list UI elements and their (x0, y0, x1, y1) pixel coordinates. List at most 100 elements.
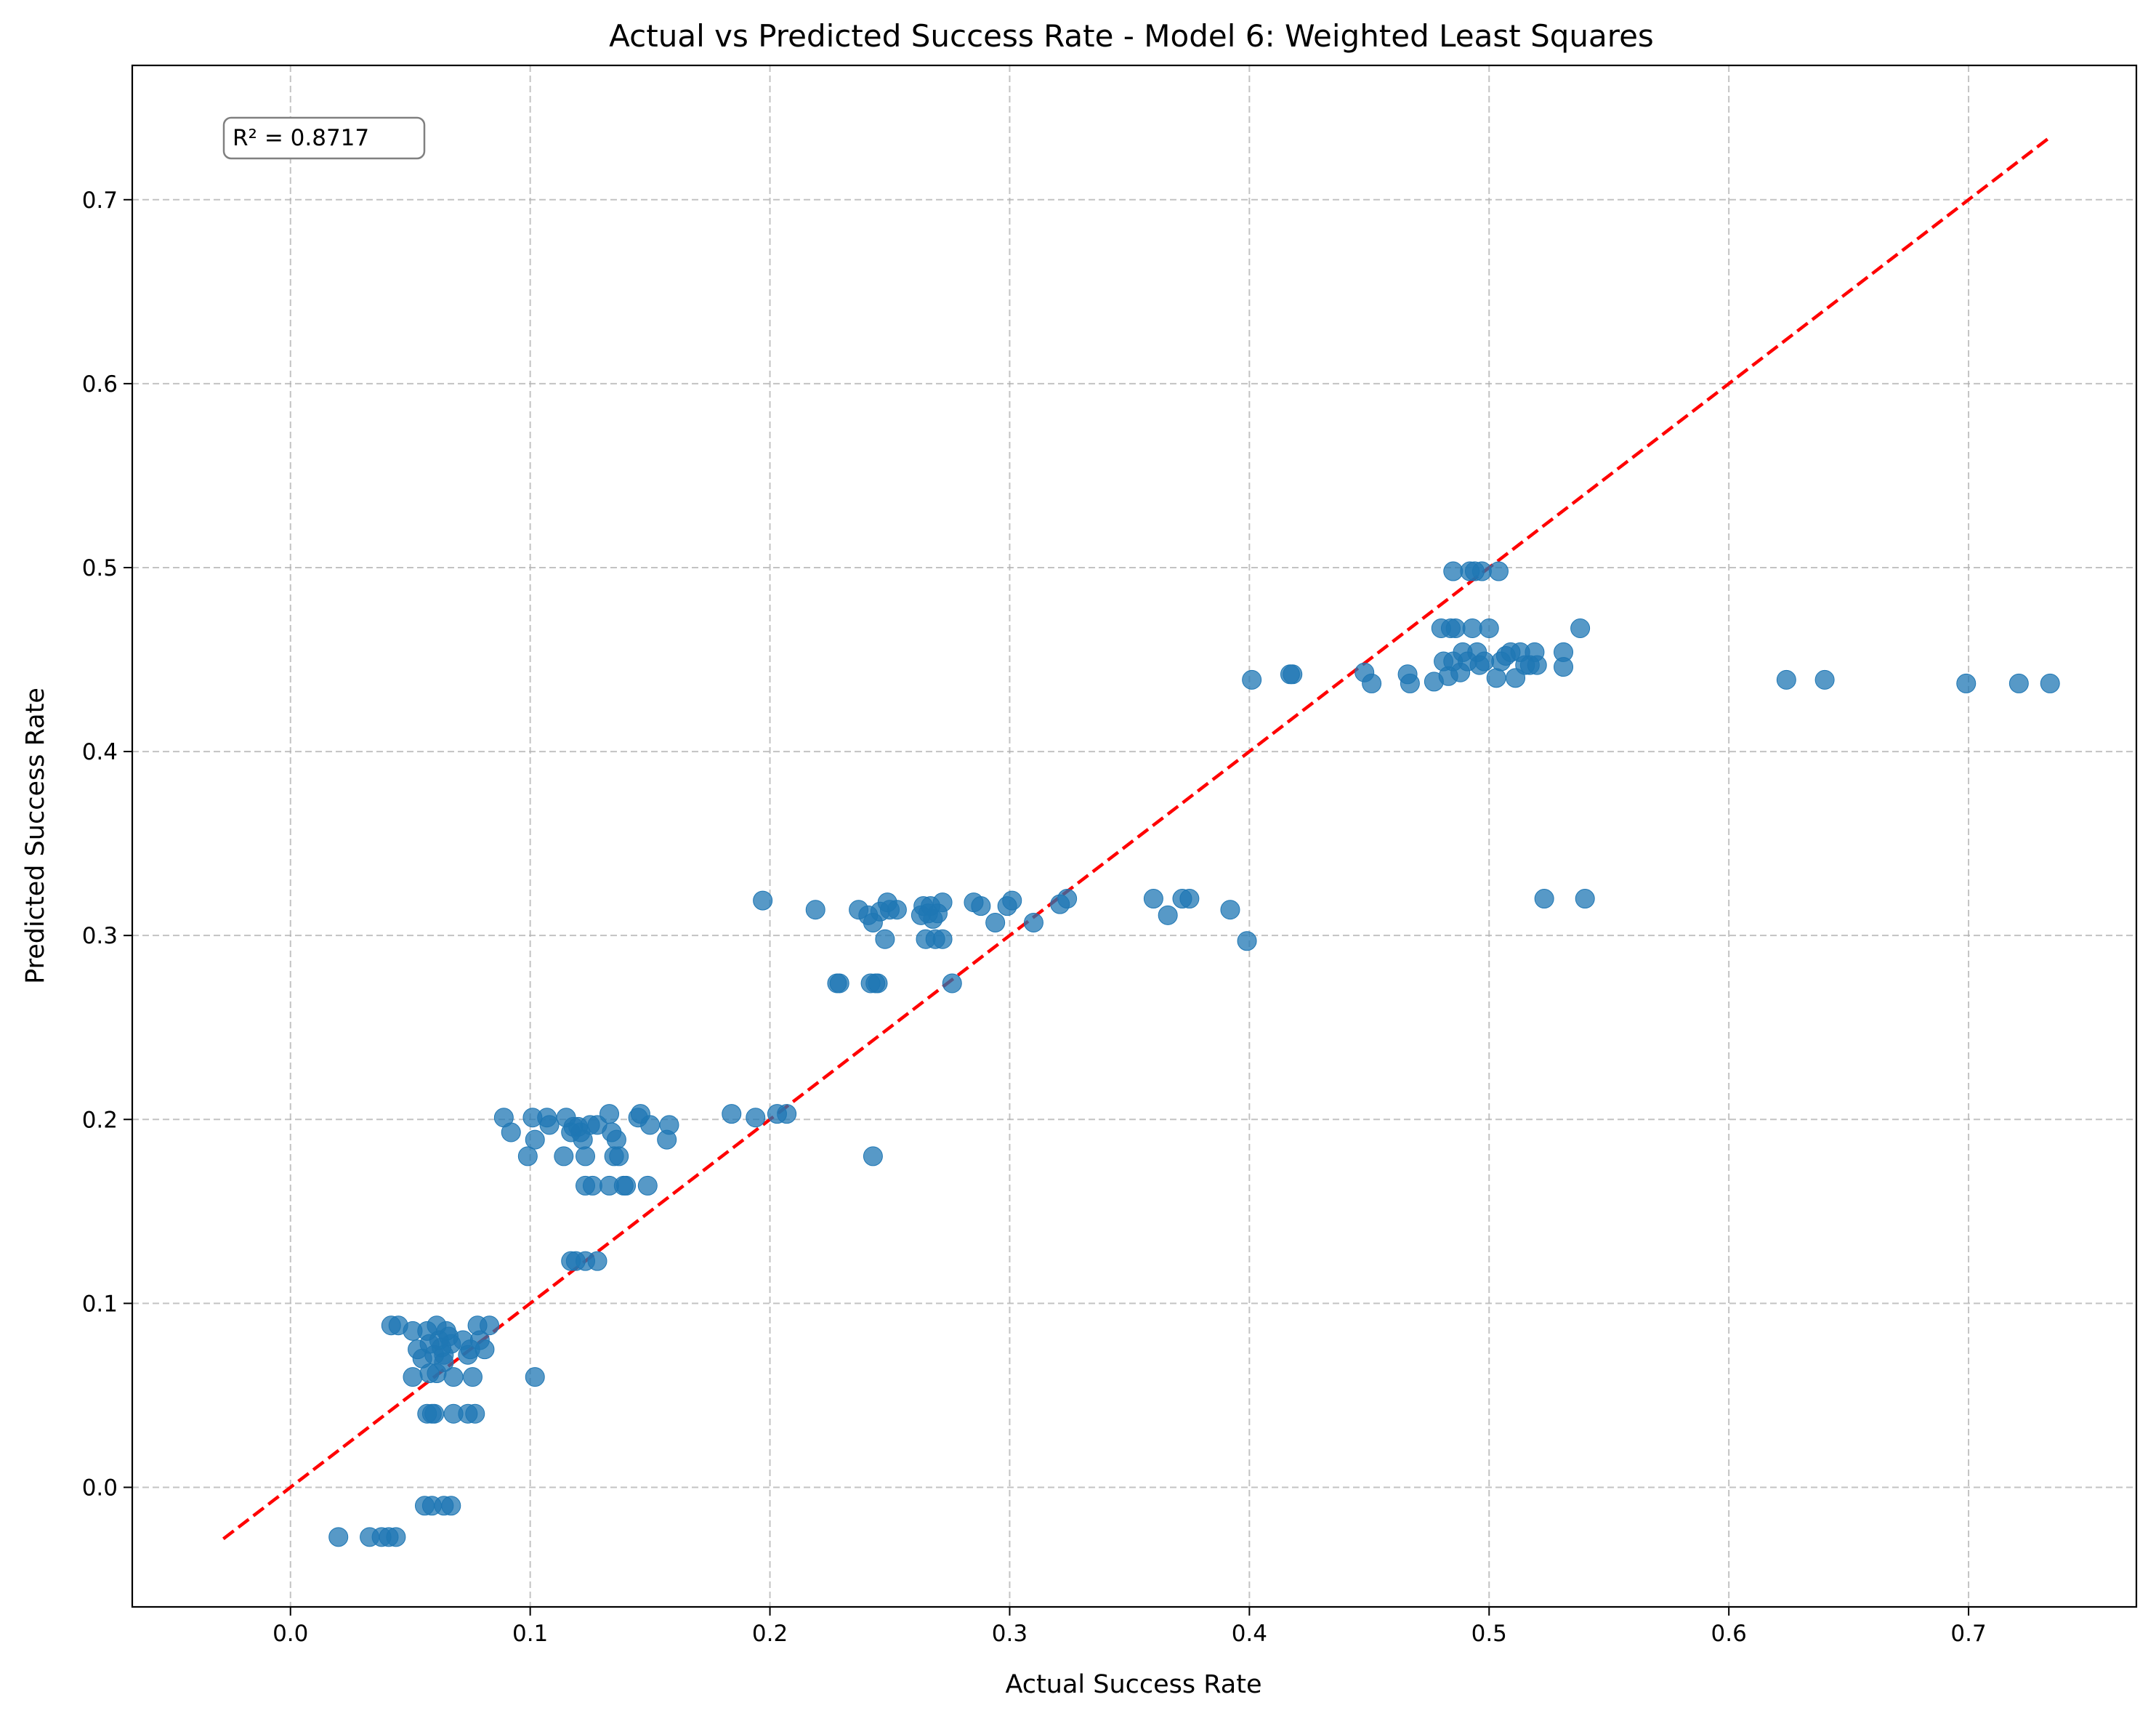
data-point (971, 896, 991, 916)
data-point (1575, 889, 1595, 909)
data-point (539, 1115, 560, 1135)
data-point (576, 1146, 596, 1166)
data-point (1023, 912, 1043, 932)
plot-frame (131, 64, 2138, 1608)
data-point (1527, 655, 1547, 675)
data-point (746, 1108, 766, 1128)
y-tick-label: 0.3 (82, 923, 118, 949)
data-point (582, 1175, 602, 1196)
axis-ticks: 0.0 0.1 0.2 0.3 0.4 0.5 0.6 0.7 0.0 0.1 0.2 0.3 0.4 0… (82, 188, 1987, 1647)
y-tick-label: 0.0 (82, 1475, 118, 1501)
data-point (465, 1403, 485, 1424)
data-point (829, 973, 849, 993)
y-axis-label: Predicted Success Rate (21, 688, 50, 984)
data-point (525, 1129, 545, 1150)
data-point (587, 1251, 607, 1271)
data-point (441, 1496, 461, 1516)
y-tick-label: 0.4 (82, 739, 118, 765)
reference-line (222, 137, 2049, 1541)
data-points (328, 561, 2060, 1547)
data-point (1143, 889, 1163, 909)
data-point (942, 973, 962, 993)
data-point (403, 1367, 423, 1387)
data-point (616, 1175, 637, 1196)
data-point (480, 1315, 500, 1336)
grid (132, 65, 2136, 1607)
data-point (443, 1367, 464, 1387)
data-point (1554, 657, 1574, 677)
data-point (1283, 664, 1303, 685)
r2-annotation: R² = 0.8717 (222, 116, 426, 160)
data-point (1400, 673, 1420, 693)
chart-title: Actual vs Predicted Success Rate - Model… (609, 18, 1654, 54)
data-point (2008, 673, 2029, 693)
data-point (1534, 889, 1554, 909)
data-point (434, 1345, 454, 1365)
x-tick-label: 0.7 (1950, 1621, 1986, 1647)
data-point (887, 900, 907, 920)
y-tick-label: 0.6 (82, 371, 118, 398)
data-point (932, 929, 953, 949)
data-point (1479, 618, 1499, 638)
data-point (501, 1122, 521, 1142)
data-point (1488, 561, 1509, 581)
x-axis-label: Actual Success Rate (1005, 1670, 1261, 1699)
data-point (1443, 561, 1463, 581)
data-point (609, 1146, 629, 1166)
data-point (640, 1115, 661, 1135)
data-point (659, 1115, 679, 1135)
data-point (722, 1104, 742, 1124)
data-point (1570, 618, 1591, 638)
data-point (525, 1367, 545, 1387)
data-point (1362, 673, 1382, 693)
data-point (1471, 561, 1492, 581)
data-point (599, 1104, 620, 1124)
data-point (554, 1146, 574, 1166)
x-tick-label: 0.0 (272, 1621, 308, 1647)
x-tick-label: 0.1 (512, 1621, 548, 1647)
data-point (1445, 618, 1466, 638)
y-tick-label: 0.1 (82, 1291, 118, 1317)
data-point (1057, 889, 1078, 909)
data-point (753, 890, 773, 911)
data-point (637, 1175, 658, 1196)
data-point (868, 973, 888, 993)
data-point (1956, 673, 1977, 693)
data-point (1179, 889, 1200, 909)
x-tick-label: 0.2 (752, 1621, 788, 1647)
data-point (805, 900, 825, 920)
x-tick-label: 0.6 (1711, 1621, 1747, 1647)
data-point (875, 929, 895, 949)
data-point (1776, 669, 1796, 690)
data-point (1158, 905, 1178, 925)
y-tick-label: 0.5 (82, 555, 118, 581)
data-point (517, 1146, 538, 1166)
data-point (1002, 890, 1022, 911)
data-point (863, 1146, 883, 1166)
data-point (424, 1403, 445, 1424)
x-tick-label: 0.3 (992, 1621, 1027, 1647)
data-point (1486, 668, 1506, 688)
data-point (462, 1367, 483, 1387)
r2-annotation-box (222, 116, 426, 160)
data-point (328, 1527, 349, 1547)
data-point (1814, 669, 1835, 690)
y-tick-label: 0.7 (82, 188, 118, 214)
data-point (1237, 931, 1257, 951)
data-point (1474, 651, 1495, 672)
data-point (475, 1339, 495, 1360)
y-tick-label: 0.2 (82, 1107, 118, 1133)
data-point (985, 912, 1006, 932)
data-point (1242, 669, 1262, 690)
data-point (1462, 618, 1482, 638)
data-point (427, 1363, 447, 1384)
data-point (606, 1129, 626, 1150)
data-point (777, 1104, 797, 1124)
x-tick-label: 0.5 (1471, 1621, 1507, 1647)
data-point (1220, 900, 1240, 920)
x-tick-label: 0.4 (1232, 1621, 1267, 1647)
data-point (932, 892, 953, 913)
data-point (2040, 673, 2060, 693)
data-point (386, 1527, 406, 1547)
